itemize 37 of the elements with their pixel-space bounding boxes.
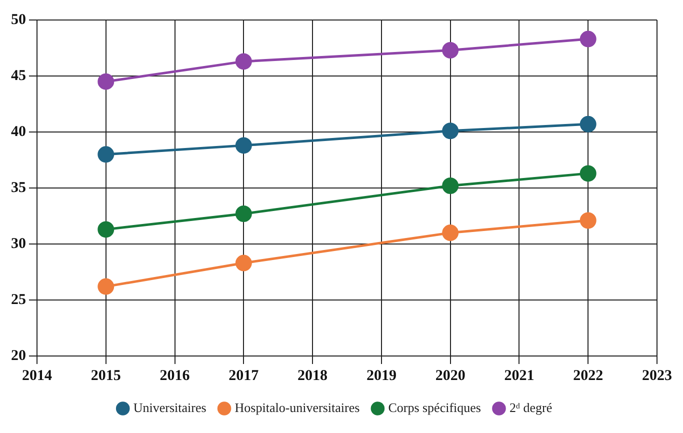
legend-label: 2ᵈ degré [509, 400, 552, 415]
y-tick-label: 50 [11, 12, 26, 28]
point [98, 221, 114, 238]
point [580, 212, 596, 229]
point [442, 178, 459, 194]
y-tick-label: 20 [11, 348, 26, 364]
x-tick-label: 2022 [573, 368, 604, 384]
x-tick-label: 2015 [90, 368, 121, 384]
point [442, 122, 459, 140]
y-tick-label: 25 [11, 292, 26, 308]
point [235, 254, 252, 272]
x-tick-label: 2021 [504, 368, 534, 384]
point [235, 53, 252, 70]
legend-label: Hospitalo-universitaires [234, 400, 360, 415]
x-tick-label: 2014 [22, 368, 52, 384]
point [442, 224, 459, 242]
x-tick-label: 2016 [160, 368, 190, 384]
x-tick-label: 2020 [435, 368, 466, 384]
point [580, 116, 596, 132]
legend-label: Corps spécifiques [388, 400, 481, 415]
y-tick-label: 35 [11, 180, 26, 196]
point [580, 30, 596, 48]
x-tick-label: 2019 [366, 368, 396, 384]
x-tick-label: 2018 [298, 368, 328, 384]
point [98, 73, 114, 90]
point [235, 137, 252, 154]
point [580, 165, 596, 182]
y-tick-label: 45 [11, 68, 26, 84]
x-tick-label: 2023 [642, 368, 672, 384]
point [98, 278, 114, 295]
y-tick-label: 30 [11, 236, 26, 252]
point [235, 206, 252, 222]
x-tick-label: 2017 [228, 368, 260, 384]
point [98, 146, 114, 163]
point [442, 42, 459, 58]
legend-label: Universitaires [133, 400, 206, 415]
y-tick-label: 40 [11, 124, 26, 140]
